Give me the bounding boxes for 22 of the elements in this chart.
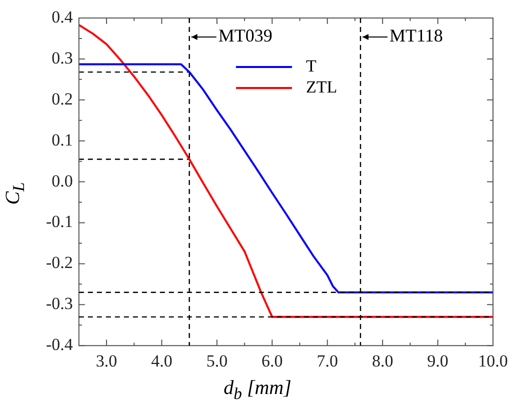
x-tick-label: 8.0 xyxy=(372,351,394,370)
y-tick-label: -0.4 xyxy=(46,335,74,354)
y-tick-label: -0.3 xyxy=(46,294,73,314)
x-axis-title: d$_{b}$ [mm] xyxy=(222,377,292,404)
y-tick-label: -0.1 xyxy=(46,212,73,232)
x-tick-label: 9.0 xyxy=(427,351,448,370)
x-tick-label: 6.0 xyxy=(262,351,283,370)
y-tick-label: 0.2 xyxy=(52,89,73,108)
y-tick-label: 0.0 xyxy=(52,171,73,190)
y-tick-label: 0.1 xyxy=(52,130,73,150)
ref-line-label: MT118 xyxy=(389,26,443,46)
x-tick-label: 10.0 xyxy=(478,351,508,370)
legend-label: ZTL xyxy=(306,77,338,96)
x-tick-label: 3.0 xyxy=(96,351,118,370)
x-tick-label: 7.0 xyxy=(316,351,338,370)
y-tick-label: 0.3 xyxy=(52,48,73,68)
x-tick-label: 5.0 xyxy=(206,351,228,370)
y-tick-label: -0.2 xyxy=(46,253,73,272)
x-tick-label: 4.0 xyxy=(151,351,172,370)
y-tick-label: 0.4 xyxy=(52,7,74,26)
legend-label: T xyxy=(306,56,317,76)
ref-line-label: MT039 xyxy=(218,26,272,46)
